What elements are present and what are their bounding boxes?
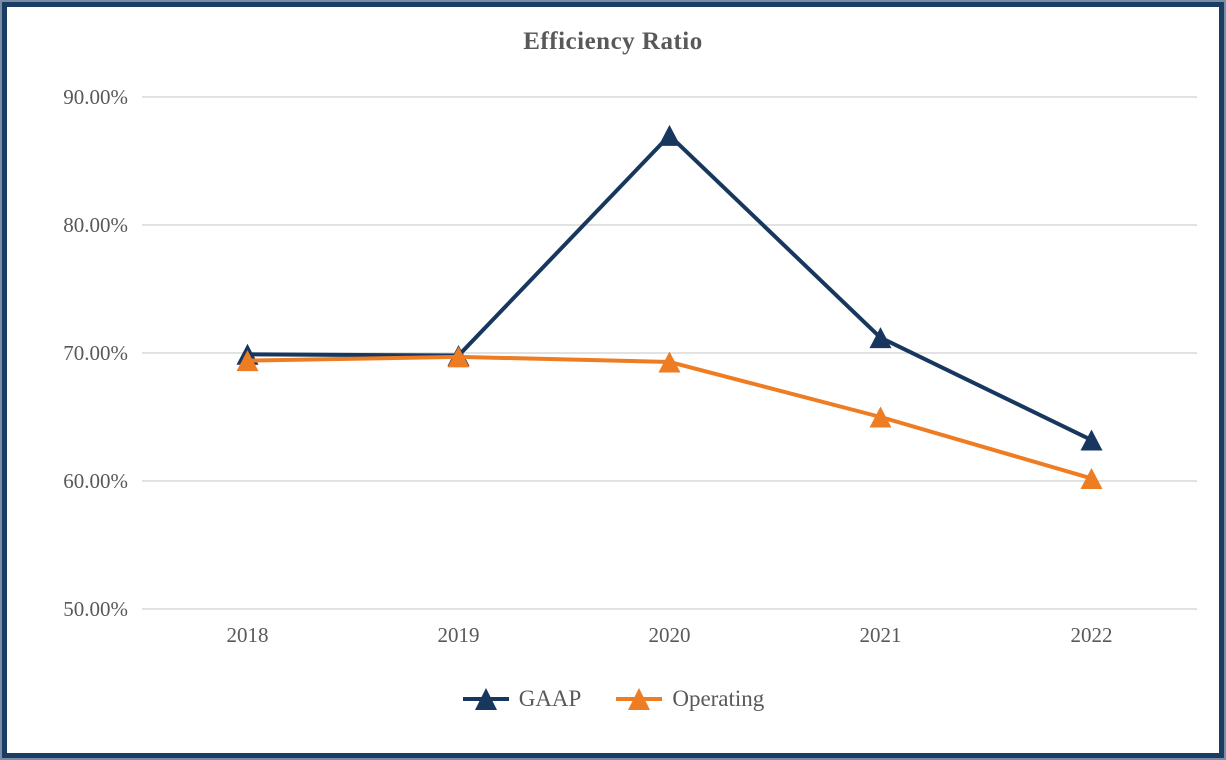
y-axis-tick-label: 50.00% <box>63 597 128 621</box>
chart-legend: GAAP Operating <box>0 686 1226 712</box>
x-axis-tick-label: 2020 <box>649 623 691 647</box>
y-axis-tick-label: 70.00% <box>63 341 128 365</box>
x-axis-tick-label: 2018 <box>227 623 269 647</box>
series-marker-operating <box>869 406 892 428</box>
series-marker-operating <box>236 350 259 372</box>
x-axis-tick-label: 2019 <box>438 623 480 647</box>
series-marker-gaap <box>1080 429 1103 451</box>
legend-item-gaap: GAAP <box>462 686 582 712</box>
series-line-operating <box>245 354 1094 481</box>
chart-title: Efficiency Ratio <box>523 28 703 55</box>
series-marker-gaap <box>869 327 892 349</box>
legend-label: GAAP <box>518 686 582 711</box>
legend-marker-icon <box>462 688 509 710</box>
series-line-gaap <box>245 133 1094 443</box>
y-axis-tick-label: 90.00% <box>63 85 128 109</box>
y-axis-tick-label: 60.00% <box>63 469 128 493</box>
legend-label: Operating <box>672 686 765 711</box>
legend-item-operating: Operating <box>615 686 764 712</box>
x-axis-tick-label: 2022 <box>1071 623 1113 647</box>
x-axis-tick-label: 2021 <box>860 623 902 647</box>
legend-marker-icon <box>616 688 663 710</box>
series-marker-operating <box>447 346 470 368</box>
series-marker-operating <box>1080 467 1103 489</box>
series-marker-operating <box>658 351 681 373</box>
series-marker-gaap <box>658 124 681 146</box>
y-axis-tick-label: 80.00% <box>63 213 128 237</box>
